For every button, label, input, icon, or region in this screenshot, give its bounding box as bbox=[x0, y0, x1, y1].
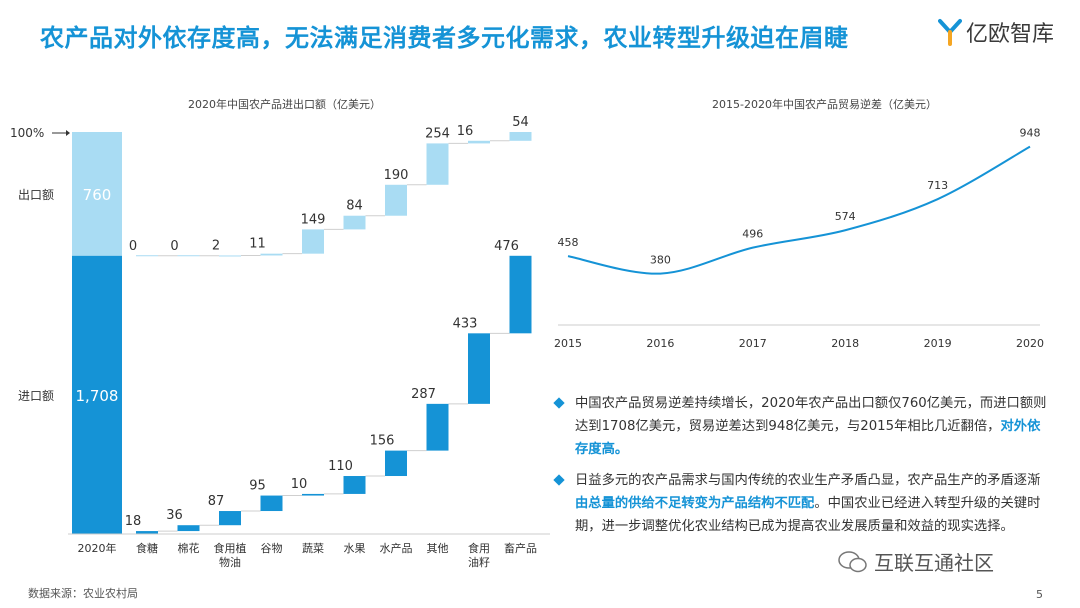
x-tick-label: 2020 bbox=[1016, 337, 1044, 350]
export-value-label: 16 bbox=[457, 124, 474, 139]
import-axis-label: 进口额 bbox=[18, 389, 54, 403]
export-bar bbox=[343, 215, 366, 230]
bullet-text: 日益多元的农产品需求与国内传统的农业生产矛盾凸显，农产品生产的矛盾逐渐 bbox=[575, 473, 1041, 488]
x-tick-label: 水产品 bbox=[380, 541, 413, 555]
export-value-label: 84 bbox=[346, 199, 363, 214]
export-bar bbox=[468, 140, 490, 144]
x-tick-label: 2018 bbox=[831, 337, 859, 350]
export-axis-label: 出口额 bbox=[18, 188, 54, 202]
export-bar bbox=[260, 253, 283, 256]
x-tick-label: 食用植 bbox=[214, 541, 247, 555]
diamond-icon bbox=[553, 397, 565, 409]
data-label: 496 bbox=[742, 228, 763, 241]
x-tick-label: 2017 bbox=[739, 337, 767, 350]
x-tick-label: 食糖 bbox=[136, 541, 158, 555]
x-tick-label: 食用 bbox=[468, 541, 490, 555]
logo-text: 亿欧智库 bbox=[966, 22, 1055, 47]
bullet-highlight: 由总量的供给不足转变为产品结构不匹配 bbox=[575, 496, 815, 511]
logo-icon bbox=[938, 19, 962, 46]
data-label: 380 bbox=[650, 254, 671, 267]
total-import-bar bbox=[72, 255, 122, 534]
total-import-value: 1,708 bbox=[76, 387, 119, 405]
import-bar bbox=[343, 476, 366, 494]
import-value-label: 87 bbox=[208, 494, 225, 509]
bullet-highlight: 对外依存度高。 bbox=[575, 419, 1041, 457]
import-value-label: 95 bbox=[249, 479, 266, 494]
export-value-label: 0 bbox=[170, 239, 178, 254]
x-tick-label: 蔬菜 bbox=[302, 542, 324, 555]
x-tick-label: 其他 bbox=[427, 542, 449, 555]
bullet-item: 日益多元的农产品需求与国内传统的农业生产矛盾凸显，农产品生产的矛盾逐渐由总量的供… bbox=[553, 469, 1050, 538]
export-value-label: 2 bbox=[212, 238, 220, 253]
import-value-label: 18 bbox=[125, 514, 142, 529]
data-label: 948 bbox=[1020, 127, 1041, 140]
import-bar bbox=[468, 333, 490, 404]
scale-label: 100% bbox=[10, 126, 44, 140]
export-value-label: 54 bbox=[512, 115, 529, 130]
arrow-head-icon bbox=[66, 130, 70, 136]
import-bar bbox=[136, 531, 158, 534]
trade-deficit-line bbox=[567, 145, 1031, 275]
data-label: 713 bbox=[927, 179, 948, 192]
import-bar bbox=[426, 403, 449, 451]
line-chart: 458 2015 380 2016 496 2017 574 2018 713 2019 948 20… bbox=[554, 127, 1044, 350]
waterfall-chart: 7601,7082020年100%出口额进口额018食糖036棉花287食用植物… bbox=[10, 115, 550, 569]
total-export-value: 760 bbox=[83, 186, 112, 204]
export-value-label: 11 bbox=[249, 237, 266, 252]
watermark-text: 互联互通社区 bbox=[874, 551, 994, 575]
export-bar bbox=[385, 184, 407, 216]
export-value-label: 254 bbox=[425, 126, 450, 141]
import-value-label: 110 bbox=[328, 459, 353, 474]
export-value-label: 190 bbox=[384, 168, 409, 183]
data-label: 458 bbox=[558, 236, 579, 249]
bullet-list: 中国农产品贸易逆差持续增长，2020年农产品出口额仅760亿美元，而进口额则达到… bbox=[553, 392, 1050, 546]
import-bar bbox=[260, 495, 283, 512]
export-value-label: 149 bbox=[301, 212, 326, 227]
export-bar bbox=[219, 255, 241, 257]
export-bar bbox=[302, 229, 324, 254]
x-tick-label: 水果 bbox=[344, 542, 366, 555]
import-bar bbox=[385, 450, 407, 477]
import-value-label: 287 bbox=[411, 387, 436, 402]
data-label: 574 bbox=[835, 210, 856, 223]
import-value-label: 476 bbox=[494, 239, 519, 254]
line-chart-title: 2015-2020年中国农产品贸易逆差（亿美元） bbox=[712, 98, 937, 111]
page-number: 5 bbox=[1036, 588, 1043, 601]
diamond-icon bbox=[553, 474, 565, 486]
export-value-label: 0 bbox=[129, 239, 137, 254]
chat-icon bbox=[838, 550, 867, 572]
bullet-item: 中国农产品贸易逆差持续增长，2020年农产品出口额仅760亿美元，而进口额则达到… bbox=[553, 392, 1050, 461]
logo: 亿欧智库 bbox=[938, 16, 1054, 48]
x-tick-label: 物油 bbox=[219, 555, 241, 569]
x-tick-label: 油籽 bbox=[468, 555, 490, 569]
x-label-total: 2020年 bbox=[78, 541, 117, 555]
import-bar bbox=[177, 525, 200, 532]
import-value-label: 10 bbox=[291, 477, 308, 492]
total-export-bar bbox=[72, 132, 122, 256]
watermark: 互联互通社区 bbox=[838, 547, 994, 576]
data-source: 数据来源：农业农村局 bbox=[28, 587, 138, 600]
x-tick-label: 棉花 bbox=[178, 541, 200, 555]
bullet-text: 。中国农业已经进入转型升级的关键时期，进一步调整优化农业结构已成为提高农业发展质… bbox=[575, 496, 1041, 534]
x-tick-label: 2016 bbox=[646, 337, 674, 350]
x-tick-label: 2015 bbox=[554, 337, 582, 350]
x-tick-label: 谷物 bbox=[261, 541, 283, 555]
export-bar bbox=[509, 132, 532, 141]
import-value-label: 433 bbox=[453, 316, 478, 331]
x-tick-label: 2019 bbox=[924, 337, 952, 350]
import-bar bbox=[509, 255, 532, 334]
bullet-text: 中国农产品贸易逆差持续增长，2020年农产品出口额仅760亿美元，而进口额则达到… bbox=[575, 396, 1047, 434]
import-value-label: 156 bbox=[370, 434, 395, 449]
import-bar bbox=[219, 511, 241, 526]
page-title: 农产品对外依存度高，无法满足消费者多元化需求，农业转型升级迫在眉睫 bbox=[40, 24, 849, 52]
export-bar bbox=[426, 143, 449, 185]
import-bar bbox=[302, 493, 324, 496]
x-tick-label: 畜产品 bbox=[504, 541, 537, 555]
bar-chart-title: 2020年中国农产品进出口额（亿美元） bbox=[188, 98, 381, 111]
import-value-label: 36 bbox=[166, 508, 183, 523]
